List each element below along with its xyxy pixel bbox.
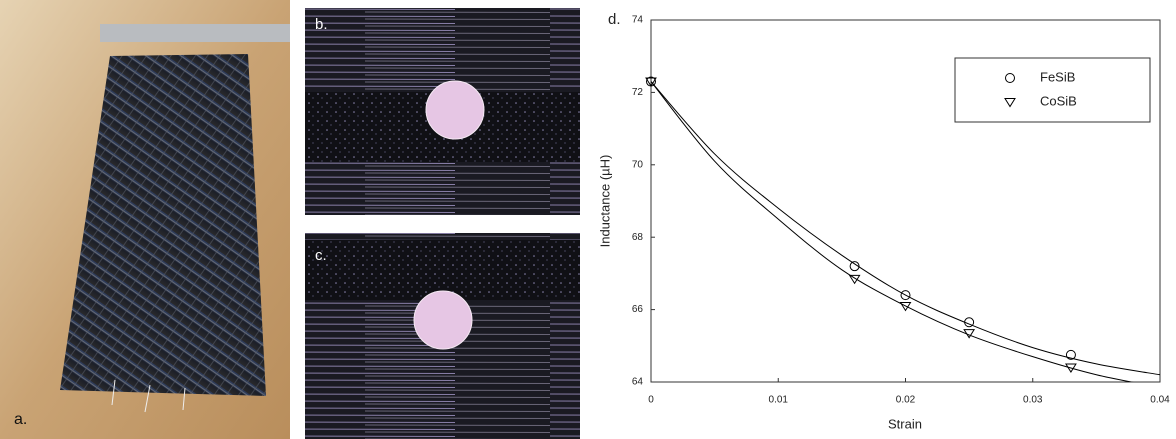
y-tick-label: 68: [632, 232, 644, 243]
legend-box: [954, 57, 1151, 123]
wire: [182, 387, 186, 411]
x-tick-label: 0.03: [1023, 395, 1043, 406]
marker: [963, 329, 976, 339]
x-tick-label: 0.04: [1150, 395, 1170, 406]
panel-label: d.: [608, 11, 621, 28]
wire-section: [413, 290, 473, 350]
matrix-region: [305, 240, 580, 300]
marker: [849, 261, 860, 272]
y-axis-label: Inductance (µH): [597, 155, 612, 248]
fit-curve: [651, 81, 1160, 376]
legend-label: CoSiB: [1040, 93, 1077, 108]
fit-curves: [651, 81, 1160, 382]
wire: [144, 384, 151, 413]
y-tick-label: 66: [632, 304, 644, 315]
marker: [900, 290, 911, 301]
x-axis-label: Strain: [888, 416, 922, 431]
panel-label: a.: [14, 411, 27, 428]
carbon-panel: [60, 54, 266, 396]
panel-label: c.: [315, 247, 327, 264]
marker: [848, 274, 861, 285]
wire: [111, 379, 116, 406]
legend-marker: [1005, 73, 1015, 83]
ruler: [100, 24, 290, 42]
legend-label: FeSiB: [1040, 69, 1075, 84]
marker: [964, 317, 975, 328]
y-tick-label: 72: [632, 87, 644, 98]
y-tick-label: 70: [632, 159, 644, 170]
chart: d. Strain Inductance (µH) 0 0.01 0.02 0.03 0…: [597, 11, 1170, 431]
marker: [1065, 349, 1076, 360]
legend-marker: [1004, 98, 1016, 108]
wire-section: [425, 80, 485, 140]
x-tick-label: 0.01: [769, 395, 789, 406]
x-tick-label: 0.02: [896, 395, 916, 406]
x-tick-label: 0: [648, 395, 654, 406]
marker: [899, 301, 912, 312]
marker: [645, 77, 657, 87]
panel-label: b.: [315, 16, 328, 33]
photo-a: a.: [0, 0, 290, 439]
photo-c: c.: [305, 233, 580, 439]
fit-curve: [651, 81, 1134, 382]
marker: [1065, 363, 1077, 373]
y-tick-label: 64: [632, 377, 644, 388]
photo-b: b.: [305, 8, 580, 215]
y-tick-label: 74: [632, 15, 644, 26]
